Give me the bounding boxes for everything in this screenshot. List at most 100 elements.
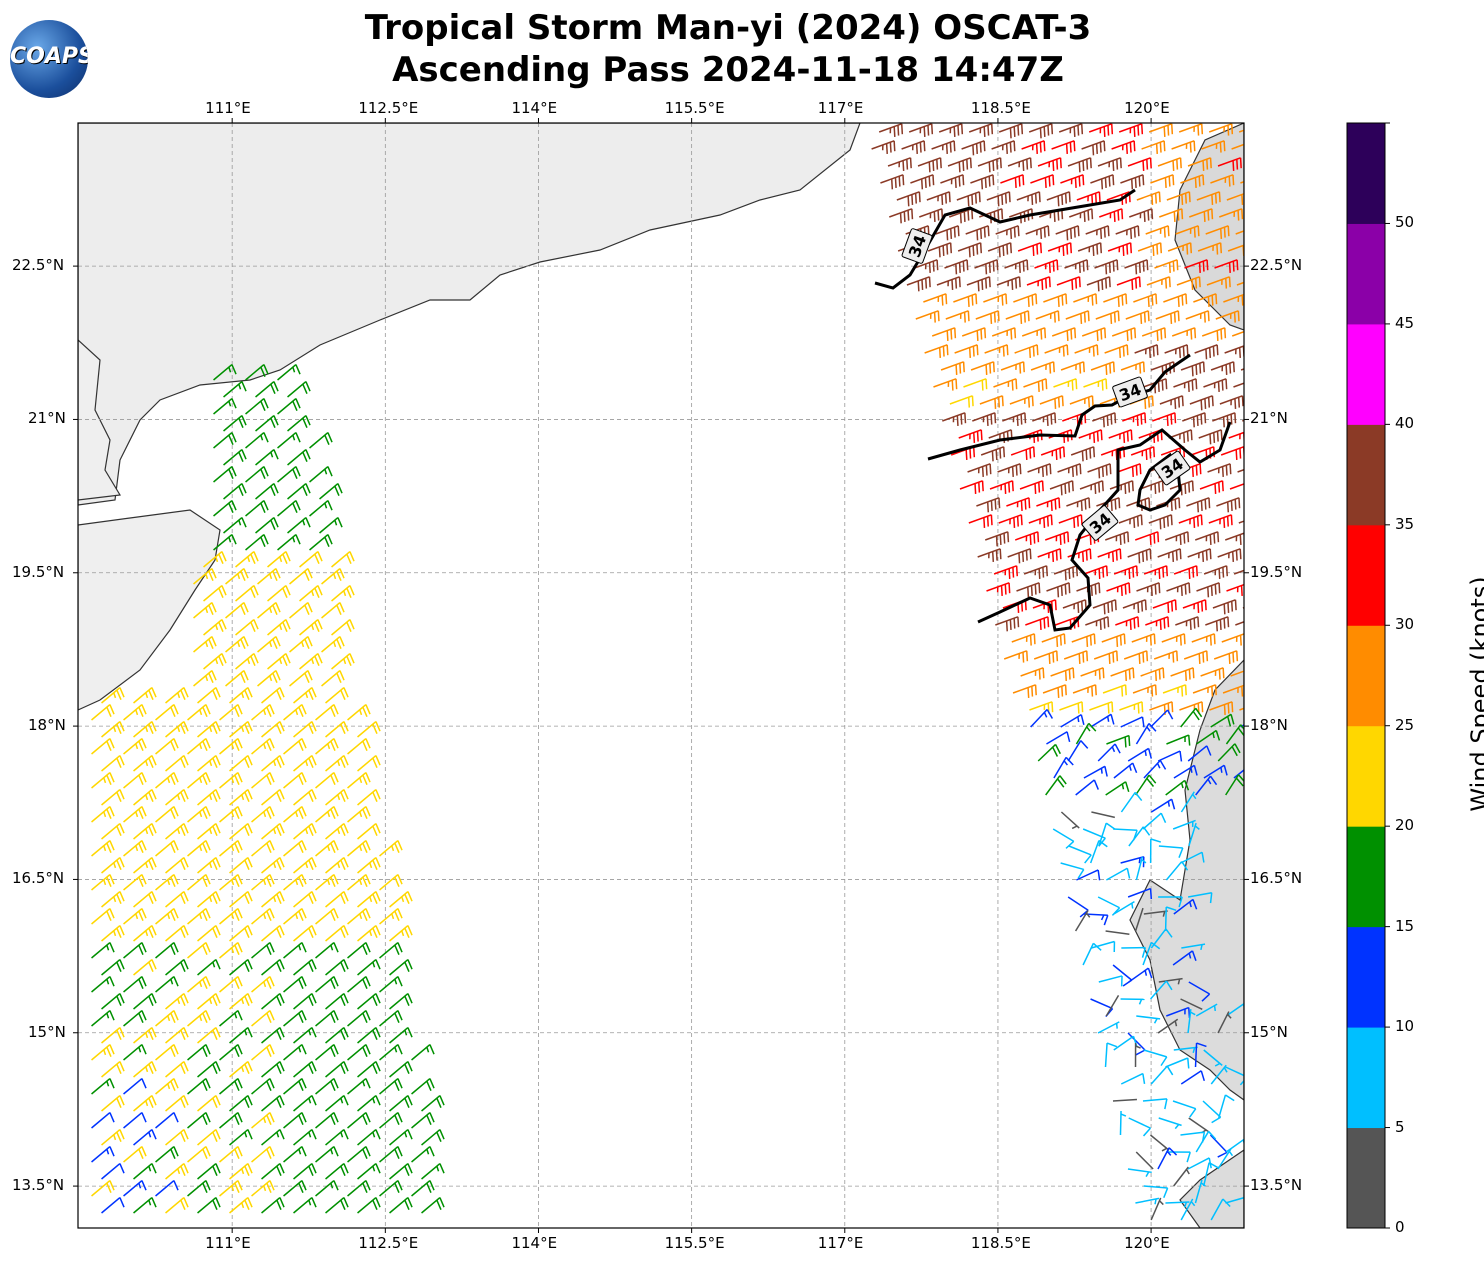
lat-tick-label-left: 19.5°N — [12, 562, 65, 581]
wind-barb — [1132, 684, 1157, 697]
wind-barb — [1136, 582, 1161, 596]
wind-barb — [1169, 480, 1194, 496]
wind-barb — [197, 924, 221, 942]
wind-barb — [995, 225, 1020, 239]
wind-barb — [956, 191, 981, 207]
wind-barb — [1239, 701, 1244, 711]
wind-barb — [155, 805, 179, 823]
wind-barb — [1135, 856, 1147, 881]
wind-barb — [1014, 531, 1040, 545]
wind-barb — [101, 856, 125, 874]
wind-barb — [325, 1026, 349, 1044]
wind-barb — [1215, 310, 1240, 323]
lat-tick-label-right: 13.5°N — [1250, 1176, 1303, 1195]
wind-barb — [1129, 208, 1154, 222]
wind-barb — [1240, 361, 1244, 371]
wind-barb — [229, 720, 253, 738]
wind-barb — [1180, 791, 1197, 813]
wind-barb — [357, 788, 381, 806]
wind-barb — [293, 1060, 317, 1078]
wind-barb — [1155, 310, 1180, 324]
colorbar-segment — [1347, 424, 1385, 526]
wind-barb — [1115, 616, 1140, 630]
wind-barb — [993, 378, 1018, 391]
wind-barb — [1077, 242, 1103, 256]
wind-barb — [1159, 395, 1184, 409]
wind-barb — [277, 363, 301, 381]
wind-barb — [289, 635, 313, 653]
wind-barb — [133, 754, 157, 772]
wind-barb — [123, 1009, 147, 1027]
wind-barb — [251, 1111, 275, 1129]
wind-barb — [1208, 514, 1233, 528]
wind-barb — [187, 1043, 211, 1061]
wind-barb — [267, 618, 291, 636]
wind-barb — [1137, 242, 1163, 256]
wind-barb — [411, 1043, 435, 1061]
wind-barb — [1009, 395, 1034, 408]
wind-barb — [1141, 140, 1166, 154]
wind-barb — [315, 1043, 339, 1061]
wind-barb — [389, 1162, 413, 1180]
wind-barb — [1168, 429, 1193, 443]
wind-barb — [197, 1060, 221, 1078]
wind-barb — [251, 805, 275, 823]
wind-barb — [299, 584, 323, 602]
wind-barb — [155, 1077, 179, 1095]
wind-barb — [133, 1196, 157, 1214]
wind-barb — [283, 805, 307, 823]
lon-tick-label-bottom: 111°E — [205, 1234, 251, 1252]
wind-barb — [1134, 1042, 1141, 1068]
wind-barb — [219, 1145, 243, 1163]
wind-barb — [411, 1179, 435, 1197]
wind-barb — [133, 720, 157, 738]
wind-barb — [1217, 1011, 1232, 1034]
wind-barb — [187, 941, 211, 959]
wind-barb — [293, 1128, 317, 1146]
wind-barb — [197, 1094, 221, 1112]
wind-barb — [203, 618, 227, 636]
wind-barb — [977, 157, 1002, 173]
wind-barb — [1060, 714, 1085, 728]
wind-barb — [931, 327, 957, 341]
wind-barb — [1223, 293, 1244, 306]
lon-tick-label-bottom: 118.5°E — [970, 1234, 1031, 1252]
wind-barb — [165, 1094, 189, 1112]
wind-barb — [261, 1026, 285, 1044]
wind-barb — [1140, 667, 1165, 681]
wind-barb — [1069, 395, 1094, 408]
lon-tick-label-top: 114°E — [511, 99, 558, 117]
wind-barb — [1226, 582, 1244, 596]
wind-barb — [1150, 1197, 1164, 1221]
wind-barb — [1141, 327, 1167, 341]
wind-barb — [1187, 548, 1212, 562]
wind-barb — [101, 822, 125, 840]
wind-barb — [1023, 565, 1048, 579]
wind-barb — [133, 992, 157, 1010]
wind-barb — [357, 754, 381, 772]
wind-barb — [203, 550, 227, 568]
wind-barb — [1179, 701, 1204, 714]
title-line-1: Tropical Storm Man-yi (2024) OSCAT-3 — [364, 8, 1092, 48]
wind-barb — [996, 276, 1021, 290]
wind-barb — [421, 1094, 445, 1112]
wind-barb — [1124, 259, 1149, 275]
wind-barb — [984, 344, 1009, 357]
wind-barb — [1195, 775, 1218, 796]
wind-barb — [1060, 361, 1085, 374]
wind-barb — [1108, 429, 1133, 443]
wind-barb — [197, 754, 221, 772]
wind-barb — [1150, 1134, 1170, 1152]
wind-barb — [101, 754, 125, 772]
wind-barb — [1143, 1185, 1169, 1199]
wind-barb — [1203, 378, 1228, 392]
wind-barb — [287, 380, 311, 398]
wind-barb — [101, 1026, 125, 1044]
wind-barb — [1196, 191, 1221, 205]
wind-barb — [357, 992, 381, 1010]
wind-barb — [225, 635, 249, 653]
wind-barb — [1041, 633, 1066, 647]
wind-barb — [299, 652, 323, 670]
wind-barb — [1158, 845, 1184, 858]
wind-barb — [213, 465, 237, 483]
